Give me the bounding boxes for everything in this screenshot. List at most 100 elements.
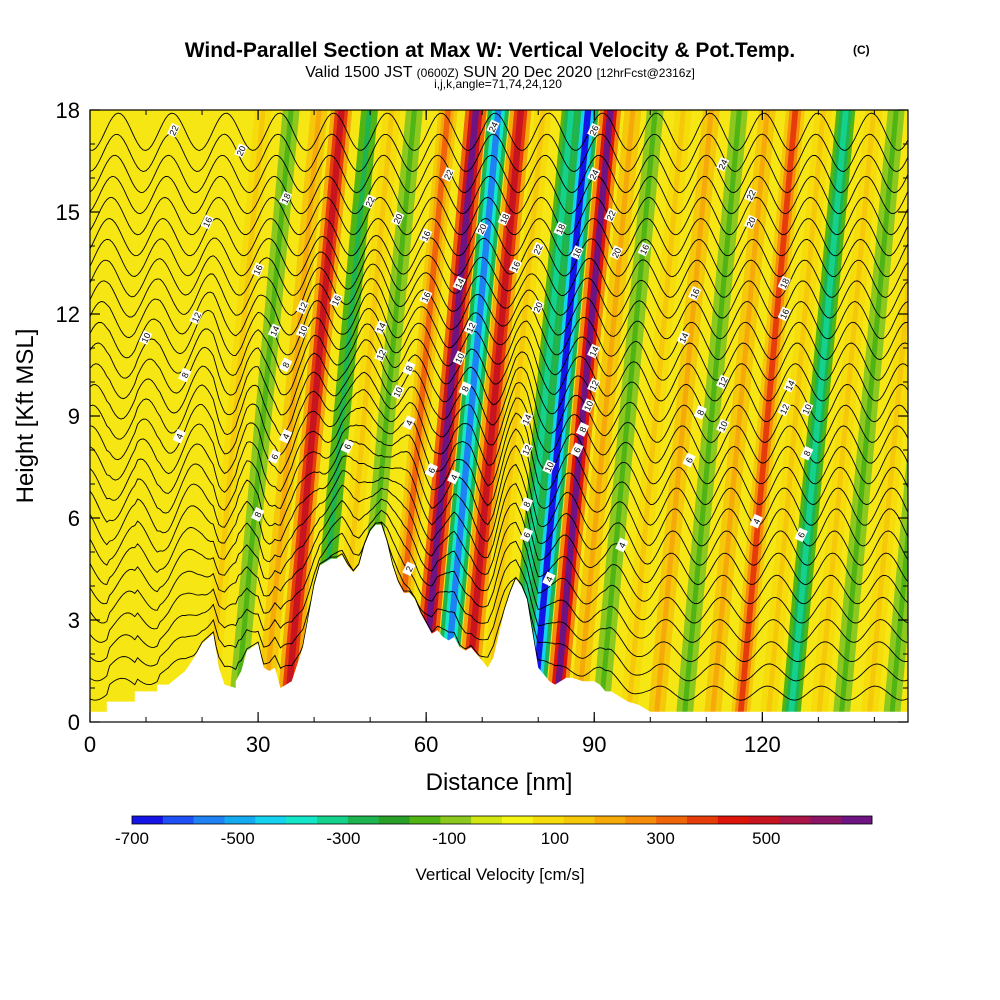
contour-label: 14 [676,330,691,345]
contour-label-bg [794,527,808,543]
colorbar-swatch [810,816,842,824]
contour-label-text: 14 [268,324,281,337]
velocity-band [591,110,664,722]
theta-contour [90,389,908,485]
contour-label-bg [783,377,797,393]
contour-label-bg [402,561,416,577]
theta-contour [90,406,908,506]
theta-contour [90,424,908,526]
colorbar-swatch [656,816,688,824]
contour-label: 12 [463,320,478,335]
contour-label: 22 [441,167,455,182]
colorbar-swatch [317,816,349,824]
contour-label: 6 [267,449,282,464]
contour-label-bg [575,422,590,437]
contour-label-bg [486,119,500,135]
contour-label-bg [777,401,791,417]
contour-label: 20 [744,214,758,230]
velocity-band [544,110,622,722]
contour-label-bg [637,241,651,257]
contour-label-bg [542,571,556,587]
contour-label-bg [374,320,388,335]
velocity-band-layer [233,110,294,722]
theta-contour [90,509,908,643]
colorbar: -700 -500 -300 -100 100 300 500 [115,815,873,848]
colorbar-swatch [471,816,503,824]
contour-label: 22 [604,207,618,223]
contour-label-bg [166,122,181,138]
contour-label: 12 [777,401,791,417]
contour-label-text: 14 [784,379,797,392]
contour-label-bg [777,275,791,291]
colorbar-swatch [563,816,595,824]
contour-label-bg [452,350,466,366]
contour-label: 8 [458,381,472,396]
contour-label: 8 [693,405,707,420]
contour-label-text: 16 [638,243,651,256]
contour-label: 4 [542,571,556,587]
contour-label: 20 [609,245,623,260]
contour-label-bg [402,360,416,376]
y-tick-label: 15 [56,200,80,225]
contour-label: 8 [800,445,814,461]
contour-label-bg [744,187,758,203]
contour-label-text: 14 [588,345,601,358]
y-tick-label: 12 [56,302,80,327]
contour-label-text: 6 [796,531,807,540]
y-tick-label: 6 [68,506,80,531]
velocity-band-layer [529,110,592,722]
theta-contour [90,339,908,423]
colorbar-swatch [162,816,194,824]
contour-label-text: 10 [453,352,466,365]
colorbar-tick-label: -100 [432,829,466,848]
colorbar-swatch [286,816,318,824]
x-tick-label: 90 [582,732,606,757]
contour-label-bg [363,194,377,209]
colorbar-tick-label: -300 [326,829,360,848]
contour-label-text: 16 [688,287,701,300]
contour-label-text: 16 [571,246,584,259]
contour-label: 16 [570,245,584,260]
contour-label-text: 22 [363,195,376,208]
theta-contour [90,112,908,151]
contour-label-bg [441,167,455,182]
contour-label-text: 8 [180,371,191,380]
contour-label-text: 12 [190,311,203,324]
theta-contour [90,470,908,586]
colorbar-tick-label: 100 [541,829,569,848]
colorbar-swatch [687,816,719,824]
velocity-band-layer [653,110,714,722]
terrain-mask [90,524,908,722]
contour-label-bg [587,343,601,359]
contour-label: 6 [519,527,534,543]
contour-label-text: 20 [392,212,405,225]
contour-label-text: 24 [716,158,729,171]
contour-label-bg [570,442,584,458]
theta-contours [90,112,908,701]
theta-contour [90,263,908,319]
contour-label-bg [424,462,438,478]
subtitle-utc: (0600Z) [417,66,459,80]
contour-label: 2 [402,561,416,577]
contour-label: 24 [587,167,601,182]
contour-label: 14 [374,320,388,335]
y-tick-label: 18 [56,98,80,123]
theta-contour [90,455,908,566]
velocity-band-layer [863,231,908,722]
contour-label-bg [604,207,618,223]
x-axis-label: Distance [nm] [426,769,573,796]
colorbar-tick-label: -500 [221,829,255,848]
contour-label-text: 8 [695,408,706,417]
contour-label: 20 [531,299,545,315]
contour-label-text: 20 [532,301,545,314]
contour-label-bg [391,384,405,400]
colorbar-swatch [378,816,410,824]
x-tick-label: 60 [414,732,438,757]
contour-label: 12 [716,374,730,390]
theta-contour [90,498,908,624]
contour-label: 4 [279,428,293,444]
contour-label: 10 [452,350,466,366]
theta-contour [90,292,908,361]
contour-label-bg [402,415,416,430]
velocity-band-layer [838,110,899,722]
